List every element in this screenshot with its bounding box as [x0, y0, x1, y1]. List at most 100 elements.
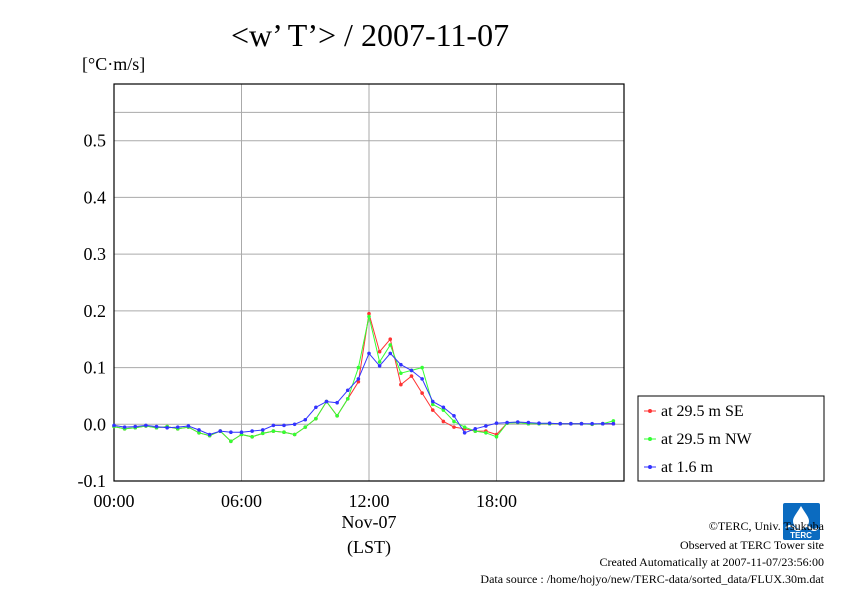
data-point — [484, 430, 488, 435]
data-point — [250, 434, 254, 439]
legend-marker — [648, 465, 652, 469]
data-point — [600, 421, 605, 426]
x-tick-label: 00:00 — [93, 491, 134, 511]
data-point — [537, 421, 541, 425]
y-tick-label: 0.5 — [84, 131, 107, 151]
data-point — [473, 427, 478, 431]
data-point — [569, 421, 573, 426]
credit-created: Created Automatically at 2007-11-07/23:5… — [599, 555, 824, 569]
data-point — [260, 431, 265, 436]
data-point — [335, 400, 339, 405]
data-point — [367, 314, 371, 319]
grid-lines — [114, 84, 624, 481]
data-point — [420, 377, 424, 381]
y-tick-label: 0.3 — [84, 244, 107, 264]
data-point — [239, 430, 244, 435]
terc-logo: TERC — [783, 503, 820, 540]
data-point — [462, 425, 467, 429]
x-tick-label: 18:00 — [476, 491, 517, 511]
data-point — [356, 377, 361, 381]
data-point — [356, 379, 361, 384]
data-point — [430, 408, 435, 412]
x-axis-timezone-label: (LST) — [347, 537, 391, 558]
data-point — [207, 432, 212, 437]
data-point — [303, 425, 308, 429]
logo-wave-icon — [785, 525, 819, 531]
legend-marker — [648, 409, 652, 413]
data-point — [441, 419, 446, 424]
legend: at 29.5 m SE at 29.5 m NW at 1.6 m — [637, 395, 825, 482]
data-point — [409, 368, 414, 373]
data-point — [197, 430, 201, 435]
data-point — [441, 408, 446, 412]
data-point — [229, 439, 233, 444]
data-point — [611, 419, 616, 423]
data-point — [430, 402, 435, 407]
data-point — [165, 425, 169, 430]
data-point — [399, 382, 403, 387]
data-point — [271, 423, 276, 428]
data-point — [367, 351, 371, 356]
data-point — [282, 423, 286, 428]
data-point — [122, 425, 127, 429]
data-point — [229, 430, 233, 435]
data-point — [388, 337, 393, 342]
legend-box — [637, 395, 825, 482]
x-tick-label: 12:00 — [348, 491, 389, 511]
y-tick-label: 0.0 — [84, 414, 107, 434]
credit-observed: Observed at TERC Tower site — [680, 538, 824, 552]
data-point — [250, 429, 254, 433]
y-tick-label: 0.2 — [84, 301, 107, 321]
data-point — [505, 420, 509, 425]
data-point — [112, 423, 116, 428]
data-point — [515, 420, 520, 424]
data-point — [420, 365, 424, 370]
data-point — [218, 429, 223, 433]
data-point — [409, 374, 414, 378]
data-point — [494, 421, 499, 425]
legend-item: at 1.6 m — [644, 459, 714, 476]
data-point — [133, 424, 138, 429]
data-point — [430, 399, 435, 404]
x-tick-label: 06:00 — [221, 491, 262, 511]
data-point — [367, 311, 371, 316]
data-point — [271, 429, 276, 433]
data-point — [388, 343, 393, 347]
credit-copyright: ©TERC, Univ. Tsukuba — [709, 519, 825, 533]
x-tick-labels: 00:00 06:00 12:00 18:00 — [93, 491, 517, 511]
legend-item: at 29.5 m NW — [644, 431, 753, 448]
data-point — [324, 399, 329, 404]
data-point — [579, 421, 584, 426]
data-point — [484, 424, 488, 428]
legend-marker — [648, 437, 652, 441]
legend-items: at 29.5 m SE at 29.5 m NW at 1.6 m — [644, 403, 753, 476]
data-point — [154, 424, 159, 429]
data-point — [335, 413, 339, 418]
data-point — [377, 364, 382, 368]
plot-area: -0.1 0.0 0.1 0.2 0.3 0.4 0.5 00:00 06:00 12:00 18… — [78, 83, 625, 511]
data-point — [399, 362, 403, 367]
data-point — [441, 405, 446, 410]
logo-drop-icon — [793, 506, 809, 529]
data-point — [282, 430, 286, 435]
data-point — [420, 391, 424, 395]
data-point — [356, 365, 361, 370]
data-point — [590, 421, 594, 426]
legend-label: at 1.6 m — [661, 459, 714, 476]
data-point — [303, 417, 308, 422]
data-point — [452, 425, 456, 429]
data-point — [526, 420, 531, 425]
data-point — [494, 434, 499, 439]
data-point — [558, 421, 563, 426]
credit-data-source: Data source : /home/hojyo/new/TERC-data/… — [480, 572, 824, 586]
y-tick-label: -0.1 — [78, 471, 107, 491]
y-tick-label: 0.4 — [84, 187, 107, 207]
legend-label: at 29.5 m SE — [661, 403, 744, 420]
data-point — [186, 424, 191, 428]
data-point — [292, 422, 297, 427]
data-point — [452, 413, 456, 418]
data-point — [611, 421, 616, 426]
y-axis-unit-label: [°C·m/s] — [82, 54, 145, 74]
series-layer — [112, 311, 616, 444]
